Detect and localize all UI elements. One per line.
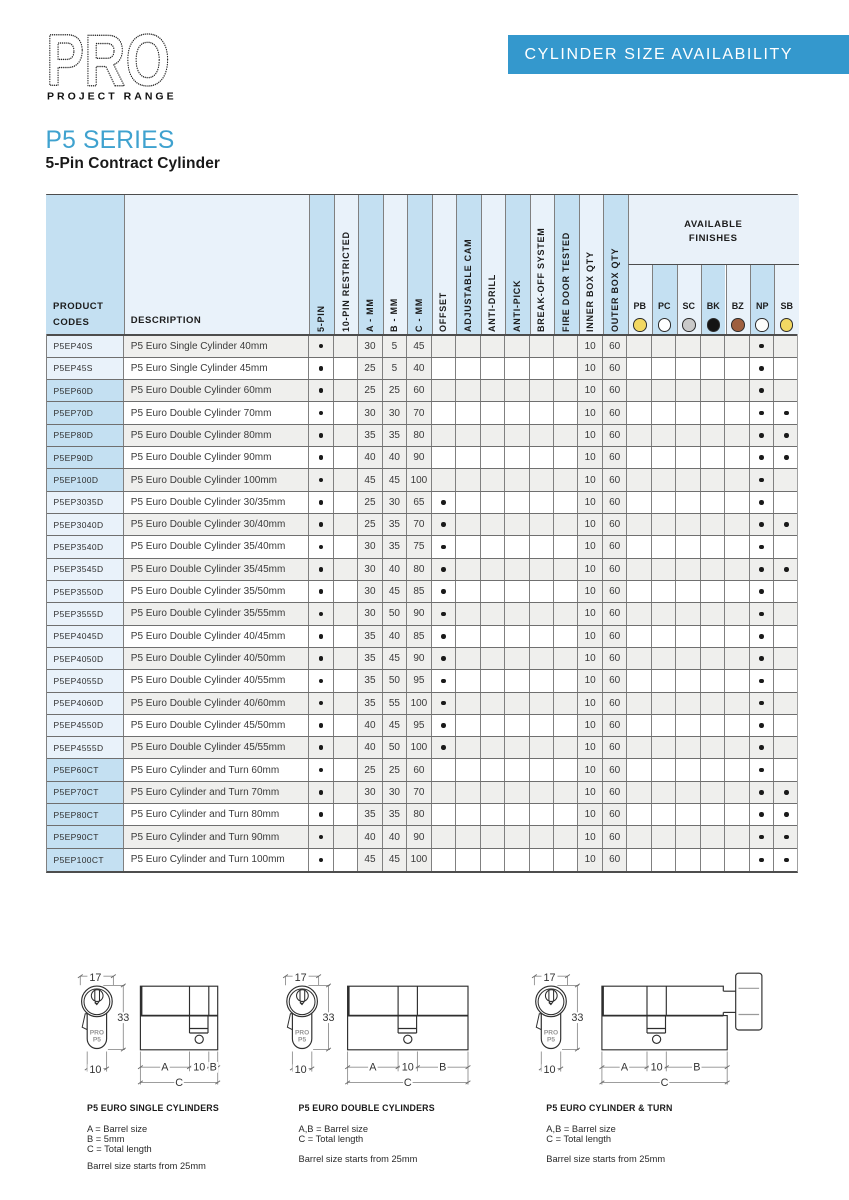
- svg-text:10: 10: [402, 1062, 414, 1074]
- svg-text:A: A: [369, 1062, 377, 1074]
- svg-text:PRO: PRO: [544, 1029, 558, 1036]
- svg-text:10: 10: [89, 1064, 101, 1076]
- svg-text:10: 10: [193, 1062, 205, 1074]
- svg-text:33: 33: [117, 1012, 129, 1024]
- svg-text:PRO: PRO: [295, 1029, 309, 1036]
- svg-text:C: C: [175, 1077, 183, 1089]
- svg-text:P5: P5: [93, 1036, 101, 1043]
- svg-text:C: C: [661, 1077, 669, 1089]
- svg-text:C: C: [404, 1077, 412, 1089]
- svg-text:P5: P5: [298, 1036, 306, 1043]
- svg-text:B: B: [439, 1062, 446, 1074]
- svg-text:10: 10: [295, 1064, 307, 1076]
- svg-text:17: 17: [89, 972, 101, 984]
- svg-text:A: A: [621, 1062, 629, 1074]
- svg-text:10: 10: [651, 1062, 663, 1074]
- svg-text:PROJECT RANGE: PROJECT RANGE: [47, 91, 177, 103]
- svg-text:PRO: PRO: [46, 21, 170, 102]
- svg-text:P5: P5: [547, 1036, 555, 1043]
- svg-text:33: 33: [571, 1012, 583, 1024]
- svg-text:17: 17: [295, 972, 307, 984]
- svg-text:B: B: [693, 1062, 700, 1074]
- svg-text:B: B: [210, 1062, 217, 1074]
- svg-text:10: 10: [543, 1064, 555, 1076]
- svg-text:33: 33: [322, 1012, 334, 1024]
- svg-text:PRO: PRO: [90, 1029, 104, 1036]
- svg-text:A: A: [161, 1062, 169, 1074]
- svg-text:17: 17: [543, 972, 555, 984]
